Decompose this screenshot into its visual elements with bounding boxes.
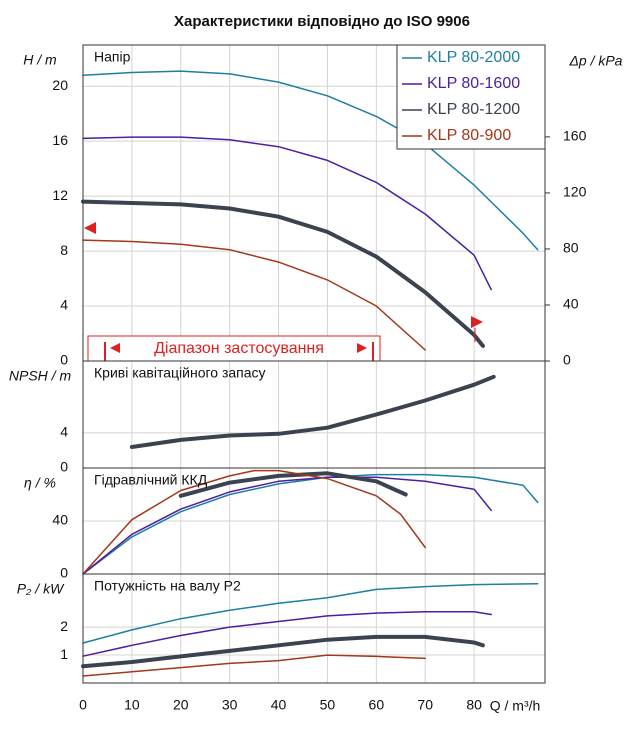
panel-label: Потужність на валу P2 [94, 578, 241, 594]
series-line [82, 654, 426, 677]
x-tick-label: 0 [79, 697, 87, 713]
range-box [87, 335, 381, 362]
y2-tick-label: 40 [563, 296, 579, 312]
y-axis-label: H / m [23, 52, 57, 68]
x-tick-label: 50 [320, 697, 336, 713]
x-tick-label: 70 [417, 697, 433, 713]
series-line [81, 634, 485, 669]
y-axis-label: P₂ / kW [17, 581, 65, 597]
series-line [82, 136, 492, 291]
y-tick-label: 2 [60, 618, 68, 634]
range-label: Діапазон застосування [154, 340, 324, 357]
plot-frame [82, 573, 546, 684]
y-axis-label: η / % [24, 475, 56, 491]
y-tick-label: 12 [52, 187, 68, 203]
x-tick-label: 60 [369, 697, 385, 713]
x-tick-label: 20 [173, 697, 189, 713]
legend-label: KLP 80-2000 [427, 49, 520, 66]
y2-tick-label: 160 [563, 128, 587, 144]
y2-tick-label: 120 [563, 184, 587, 200]
y-tick-label: 0 [60, 352, 68, 368]
y-tick-label: 8 [60, 242, 68, 258]
series-line [82, 469, 426, 575]
panel-label: Напір [94, 49, 131, 65]
series-line [82, 70, 539, 251]
series-line [82, 476, 492, 575]
series-line [82, 583, 539, 644]
legend-label: KLP 80-1200 [427, 101, 520, 118]
series-line [82, 239, 426, 351]
arrow [357, 343, 367, 353]
x-tick-label: 80 [466, 697, 482, 713]
y2-tick-label: 80 [563, 240, 579, 256]
y-tick-label: 20 [52, 77, 68, 93]
y2-tick-label: 0 [563, 352, 571, 368]
y-tick-label: 16 [52, 132, 68, 148]
legend-box [396, 44, 546, 150]
y-tick-label: 0 [60, 459, 68, 475]
panel-label: Гідравлічний ККД [94, 472, 208, 488]
x-tick-label: 10 [124, 697, 140, 713]
lines-layer [81, 70, 539, 677]
range-annotation: Діапазон застосування [84, 222, 483, 362]
y-axis-label: NPSH / m [9, 368, 72, 384]
x-axis-label: Q / m³/h [490, 698, 541, 714]
legend-label: KLP 80-900 [427, 127, 511, 144]
marker [84, 222, 96, 234]
chart-title: Характеристики відповідно до ISO 9906 [174, 13, 470, 30]
series-line [129, 374, 496, 449]
series-line [81, 199, 485, 348]
marker [471, 316, 483, 328]
series-line [82, 610, 492, 657]
x-tick-label: 30 [222, 697, 238, 713]
y2-axis-label: Δp / kPa [569, 53, 623, 69]
y-tick-label: 4 [60, 297, 68, 313]
y-tick-label: 0 [60, 565, 68, 581]
y-tick-label: 1 [60, 646, 68, 662]
y-tick-label: 40 [52, 512, 68, 528]
arrow [110, 343, 120, 353]
y-tick-label: 4 [60, 424, 68, 440]
legend-label: KLP 80-1600 [427, 75, 520, 92]
panel-label: Криві кавітаційного запасу [94, 365, 266, 381]
x-tick-label: 40 [271, 697, 287, 713]
